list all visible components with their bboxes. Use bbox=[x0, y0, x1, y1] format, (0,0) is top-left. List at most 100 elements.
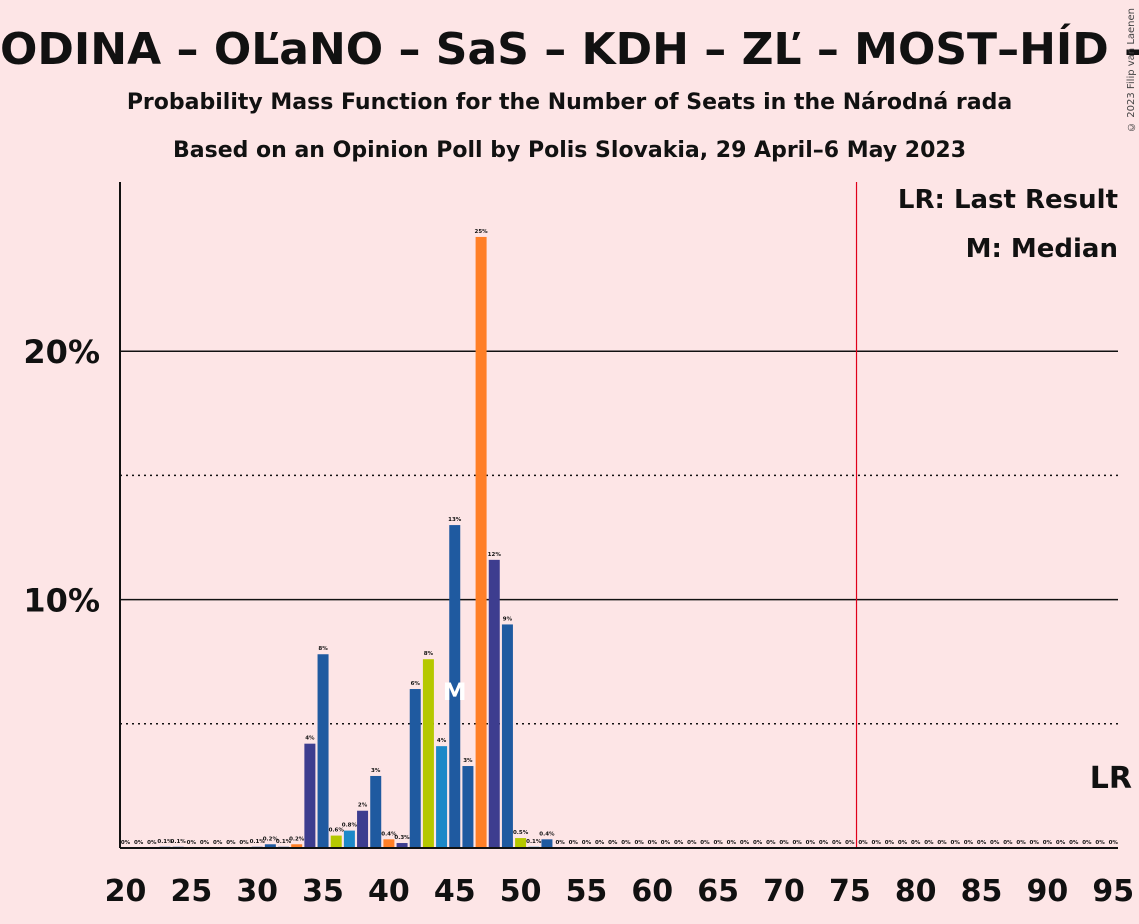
data-label: 0% bbox=[806, 840, 816, 846]
data-label: 0% bbox=[648, 840, 658, 846]
x-tick-label: 75 bbox=[829, 874, 871, 909]
data-label: 4% bbox=[305, 736, 315, 742]
bar-seat-36 bbox=[330, 835, 342, 848]
x-tick-label: 65 bbox=[697, 874, 739, 909]
data-label: 6% bbox=[411, 681, 421, 687]
data-label: 0% bbox=[858, 840, 868, 846]
bar-seat-31 bbox=[264, 844, 276, 848]
data-label: 3% bbox=[463, 758, 473, 764]
bar-seat-38 bbox=[357, 810, 369, 848]
data-label: 0% bbox=[700, 840, 710, 846]
legend-median: M: Median bbox=[966, 234, 1118, 264]
data-label: 0% bbox=[595, 840, 605, 846]
data-label: 0.1% bbox=[171, 839, 187, 845]
data-label: 0% bbox=[1003, 840, 1013, 846]
data-label: 0% bbox=[687, 840, 697, 846]
data-label: 3% bbox=[371, 768, 381, 774]
grid-layer bbox=[120, 350, 1118, 725]
data-label: 0.1% bbox=[526, 839, 542, 845]
bar-seat-35 bbox=[317, 654, 329, 848]
bar-seat-50 bbox=[515, 838, 527, 848]
x-tick-label: 85 bbox=[961, 874, 1003, 909]
data-label: 0.3% bbox=[394, 835, 410, 841]
data-label: 0% bbox=[727, 840, 737, 846]
data-label: 0% bbox=[674, 840, 684, 846]
bar-seat-46 bbox=[462, 766, 474, 848]
data-label: 0.1% bbox=[157, 839, 173, 845]
data-label: 0% bbox=[885, 840, 895, 846]
legend-last-result: LR: Last Result bbox=[898, 185, 1118, 215]
data-label: 8% bbox=[318, 646, 328, 652]
data-label: 0% bbox=[1030, 840, 1040, 846]
x-tick-label: 25 bbox=[170, 874, 212, 909]
data-label: 0% bbox=[792, 840, 802, 846]
x-tick-label: 30 bbox=[236, 874, 278, 909]
data-label: 0% bbox=[569, 840, 579, 846]
data-label: 2% bbox=[358, 803, 368, 809]
data-label: 0% bbox=[819, 840, 829, 846]
data-label: 0% bbox=[555, 840, 565, 846]
data-label: 0% bbox=[977, 840, 987, 846]
data-label: 0.8% bbox=[342, 823, 358, 829]
data-label: 0% bbox=[832, 840, 842, 846]
data-label: 0% bbox=[753, 840, 763, 846]
data-label: 0% bbox=[1043, 840, 1053, 846]
data-label: 0.2% bbox=[263, 836, 279, 842]
data-label: 13% bbox=[448, 517, 462, 523]
bar-seat-49 bbox=[501, 624, 513, 848]
bar-seat-44 bbox=[436, 746, 448, 848]
data-label: 0% bbox=[239, 840, 249, 846]
data-label: 0% bbox=[134, 840, 144, 846]
chart-title: ODINA – OĽaNO – SaS – KDH – ZĽ – MOST–HÍ… bbox=[0, 24, 1139, 75]
data-label: 0% bbox=[713, 840, 723, 846]
data-label: 25% bbox=[475, 229, 489, 235]
data-label: 0% bbox=[740, 840, 750, 846]
x-tick-label: 60 bbox=[631, 874, 673, 909]
axis-layer: 10% 20% LR 20 25 30 35 40 45 50 55 60 65 70 75 80 85 90 95 bbox=[23, 182, 1134, 909]
data-label: 8% bbox=[424, 651, 434, 657]
data-label: 0.6% bbox=[329, 828, 345, 834]
bar-seat-37 bbox=[343, 830, 355, 848]
data-label: 0% bbox=[1056, 840, 1066, 846]
data-label: 0% bbox=[766, 840, 776, 846]
data-label: 12% bbox=[488, 552, 502, 558]
data-label: 0% bbox=[911, 840, 921, 846]
median-marker: M bbox=[443, 678, 467, 706]
data-label: 0.1% bbox=[276, 839, 292, 845]
data-label: 0% bbox=[634, 840, 644, 846]
data-label: 4% bbox=[437, 738, 447, 744]
data-label: 0% bbox=[121, 840, 131, 846]
x-tick-label: 90 bbox=[1027, 874, 1069, 909]
data-label: 0% bbox=[1109, 840, 1119, 846]
chart-subtitle: Probability Mass Function for the Number… bbox=[126, 90, 1013, 115]
x-tick-label: 45 bbox=[434, 874, 476, 909]
data-label: 0.1% bbox=[250, 839, 266, 845]
data-label: 0% bbox=[226, 840, 236, 846]
data-label: 0% bbox=[951, 840, 961, 846]
x-tick-label: 80 bbox=[895, 874, 937, 909]
data-label: 0% bbox=[200, 840, 210, 846]
data-label: 0% bbox=[1016, 840, 1026, 846]
data-label: 0.4% bbox=[381, 831, 397, 837]
bar-seat-52 bbox=[541, 839, 553, 848]
bar-seat-34 bbox=[304, 743, 316, 848]
data-label: 0% bbox=[937, 840, 947, 846]
data-label: 0% bbox=[990, 840, 1000, 846]
data-label: 0% bbox=[661, 840, 671, 846]
data-label: 0% bbox=[964, 840, 974, 846]
data-label: 0.4% bbox=[539, 831, 555, 837]
data-label: 0% bbox=[187, 840, 197, 846]
data-label: 0% bbox=[1082, 840, 1092, 846]
bar-seat-39 bbox=[370, 775, 382, 848]
data-label: 0% bbox=[608, 840, 618, 846]
bar-seat-33 bbox=[291, 844, 303, 848]
data-label: 0% bbox=[1095, 840, 1105, 846]
data-label-layer: 0% 0% 0% 0.1%0.1% 0% 0% 0% 0% 0% 0.1%0.2%0.1%0.2%… bbox=[121, 229, 1119, 846]
x-tick-label: 50 bbox=[500, 874, 542, 909]
bar-seat-43 bbox=[422, 659, 434, 848]
data-label: 0.5% bbox=[513, 830, 529, 836]
data-label: 0% bbox=[582, 840, 592, 846]
data-label: 0% bbox=[621, 840, 631, 846]
data-label: 0% bbox=[898, 840, 908, 846]
